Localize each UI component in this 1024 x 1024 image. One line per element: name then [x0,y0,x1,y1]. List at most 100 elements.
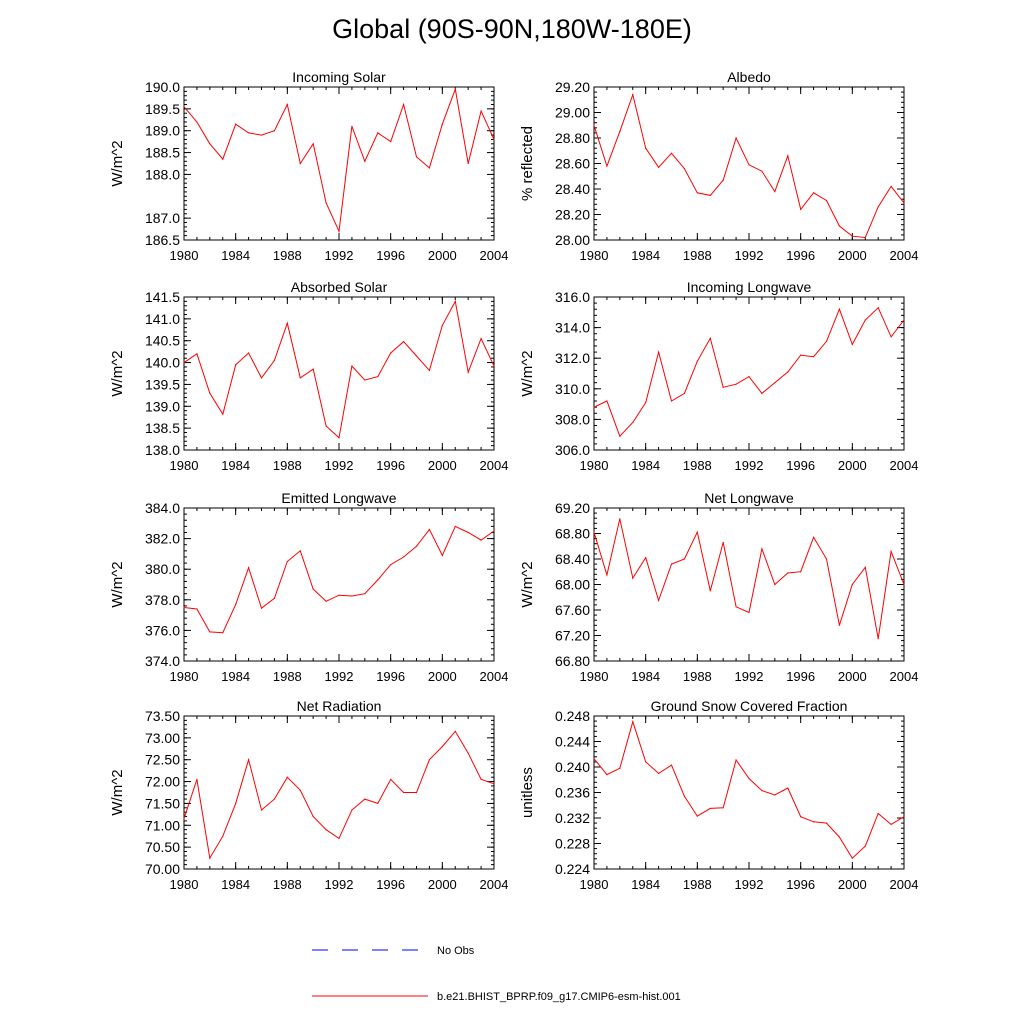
x-tick-label: 1992 [735,669,764,684]
data-point [748,611,750,614]
data-point [683,558,686,560]
data-point [299,789,301,791]
data-point [735,606,737,608]
data-point [632,577,634,579]
data-point [454,88,456,90]
data-point [851,857,853,859]
data-point [851,583,853,586]
data-point [825,558,828,560]
data-point [338,837,340,840]
data-point [645,761,647,763]
data-point [364,593,366,595]
y-tick-label: 71.50 [145,795,180,811]
y-tick-label: 139.5 [145,376,180,392]
y-axis-label: W/m^2 [109,350,126,396]
data-point [774,382,776,384]
data-point [812,192,815,194]
panel-title: Albedo [727,69,771,85]
y-axis-label: W/m^2 [109,769,126,815]
y-tick-label: 0.224 [555,861,590,877]
y-tick-label: 141.0 [145,311,180,327]
x-tick-label: 2004 [480,669,509,684]
x-tick-label: 1992 [325,877,354,892]
series-line-model [183,730,495,860]
chart-panel-2: 1980 1984 1988 1992 1996 2000 2004 138.0 138.5 13… [109,279,508,473]
data-point [812,821,815,823]
y-tick-label: 0.236 [555,785,590,801]
data-point [787,787,789,789]
data-point [735,759,737,761]
data-point [377,375,379,378]
y-tick-label: 0.248 [555,708,590,724]
y-tick-label: 72.00 [145,774,180,790]
plot-frame [183,507,495,662]
data-point [209,631,211,633]
data-point [696,192,698,194]
x-tick-label: 1980 [170,458,199,473]
data-point [890,823,892,825]
x-tick-label: 1996 [376,669,405,684]
chart-panel-1: 1980 1984 1988 1992 1996 2000 2004 28.00 28.20 28… [519,69,918,263]
y-tick-label: 312.0 [555,350,590,366]
data-point [657,772,660,774]
data-point [761,170,763,172]
x-tick-label: 2004 [890,669,919,684]
data-point [683,392,686,394]
data-point [670,152,673,154]
data-point [593,406,595,408]
y-tick-label: 70.00 [145,861,180,877]
data-point [377,132,379,134]
data-point [657,166,660,168]
data-point [222,835,224,837]
x-tick-label: 1992 [735,877,764,892]
panel-title: Net Radiation [297,698,382,714]
x-tick-label: 2004 [480,458,509,473]
plot-frame [593,507,905,662]
y-tick-label: 308.0 [555,411,590,427]
x-tick-label: 2000 [838,248,867,263]
data-point [338,594,340,596]
data-point [709,807,711,810]
data-point [735,383,737,385]
x-tick-label: 1996 [786,669,815,684]
data-point [838,308,841,310]
data-point [312,368,314,370]
data-point [390,778,392,780]
y-tick-label: 67.20 [555,628,590,644]
data-point [761,548,763,550]
data-point [722,179,724,181]
x-tick-label: 1984 [221,248,250,263]
data-point [235,603,237,605]
x-tick-label: 2004 [890,877,919,892]
data-point [441,123,443,125]
data-point [864,319,866,321]
y-tick-label: 138.0 [145,442,180,458]
y-tick-label: 141.5 [145,289,180,305]
data-point [299,162,301,165]
data-point [454,730,456,732]
data-point [606,400,608,402]
data-point [683,795,686,797]
data-point [493,530,495,532]
data-point [183,606,185,609]
x-tick-label: 2000 [428,877,457,892]
data-point [709,337,711,339]
data-point [467,162,469,165]
data-point [812,536,815,538]
data-point [222,413,224,415]
y-axis-label: W/m^2 [109,561,126,607]
x-tick-label: 1988 [273,458,302,473]
data-point [247,352,250,354]
data-point [632,94,634,96]
chart-panel-5: 1980 1984 1988 1992 1996 2000 2004 66.80 67.20 67… [519,490,918,684]
data-point [467,752,469,754]
data-point [657,351,660,353]
data-point [428,759,431,761]
data-point [593,531,595,533]
data-point [670,764,673,766]
y-tick-label: 0.244 [555,734,590,750]
y-tick-label: 188.0 [145,166,180,182]
data-point [273,359,276,361]
data-point [606,774,608,776]
data-point [825,340,828,342]
